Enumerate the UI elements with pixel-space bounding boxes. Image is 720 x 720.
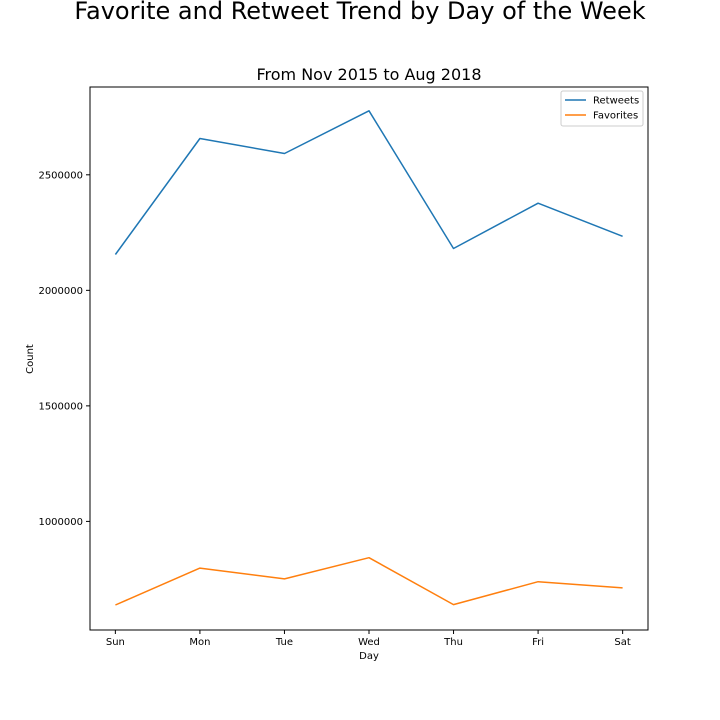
axes-frame <box>89 86 649 631</box>
series-line-favorites <box>115 556 623 606</box>
chart-subtitle: From Nov 2015 to Aug 2018 <box>256 65 481 84</box>
x-tick-label: Tue <box>275 637 293 648</box>
x-tick-label: Sun <box>106 637 125 648</box>
series-line-retweets <box>114 110 623 255</box>
y-tick-label: 1500000 <box>38 401 83 412</box>
x-tick-label: Mon <box>189 637 210 648</box>
legend-label-favorites: Favorites <box>593 111 638 122</box>
x-axis-label: Day <box>359 651 379 662</box>
y-axis-label: Count <box>25 344 36 374</box>
x-tick-label: Wed <box>358 637 380 648</box>
x-tick-label: Fri <box>532 637 544 648</box>
y-tick-label: 2500000 <box>38 170 83 181</box>
chart-title: Favorite and Retweet Trend by Day of the… <box>74 0 645 25</box>
x-axis: Sun Mon Tue Wed Thu Fri Sat <box>106 630 631 648</box>
legend-label-retweets: Retweets <box>593 96 639 107</box>
y-axis: 1000000 1500000 2000000 2500000 <box>38 170 90 528</box>
y-tick-label: 1000000 <box>38 517 83 528</box>
y-tick-label: 2000000 <box>38 286 83 297</box>
series-layer <box>114 110 623 606</box>
x-tick-label: Sat <box>614 637 630 648</box>
plot-area <box>89 86 649 631</box>
x-tick-label: Thu <box>443 637 463 648</box>
legend: Retweets Favorites <box>560 90 644 127</box>
